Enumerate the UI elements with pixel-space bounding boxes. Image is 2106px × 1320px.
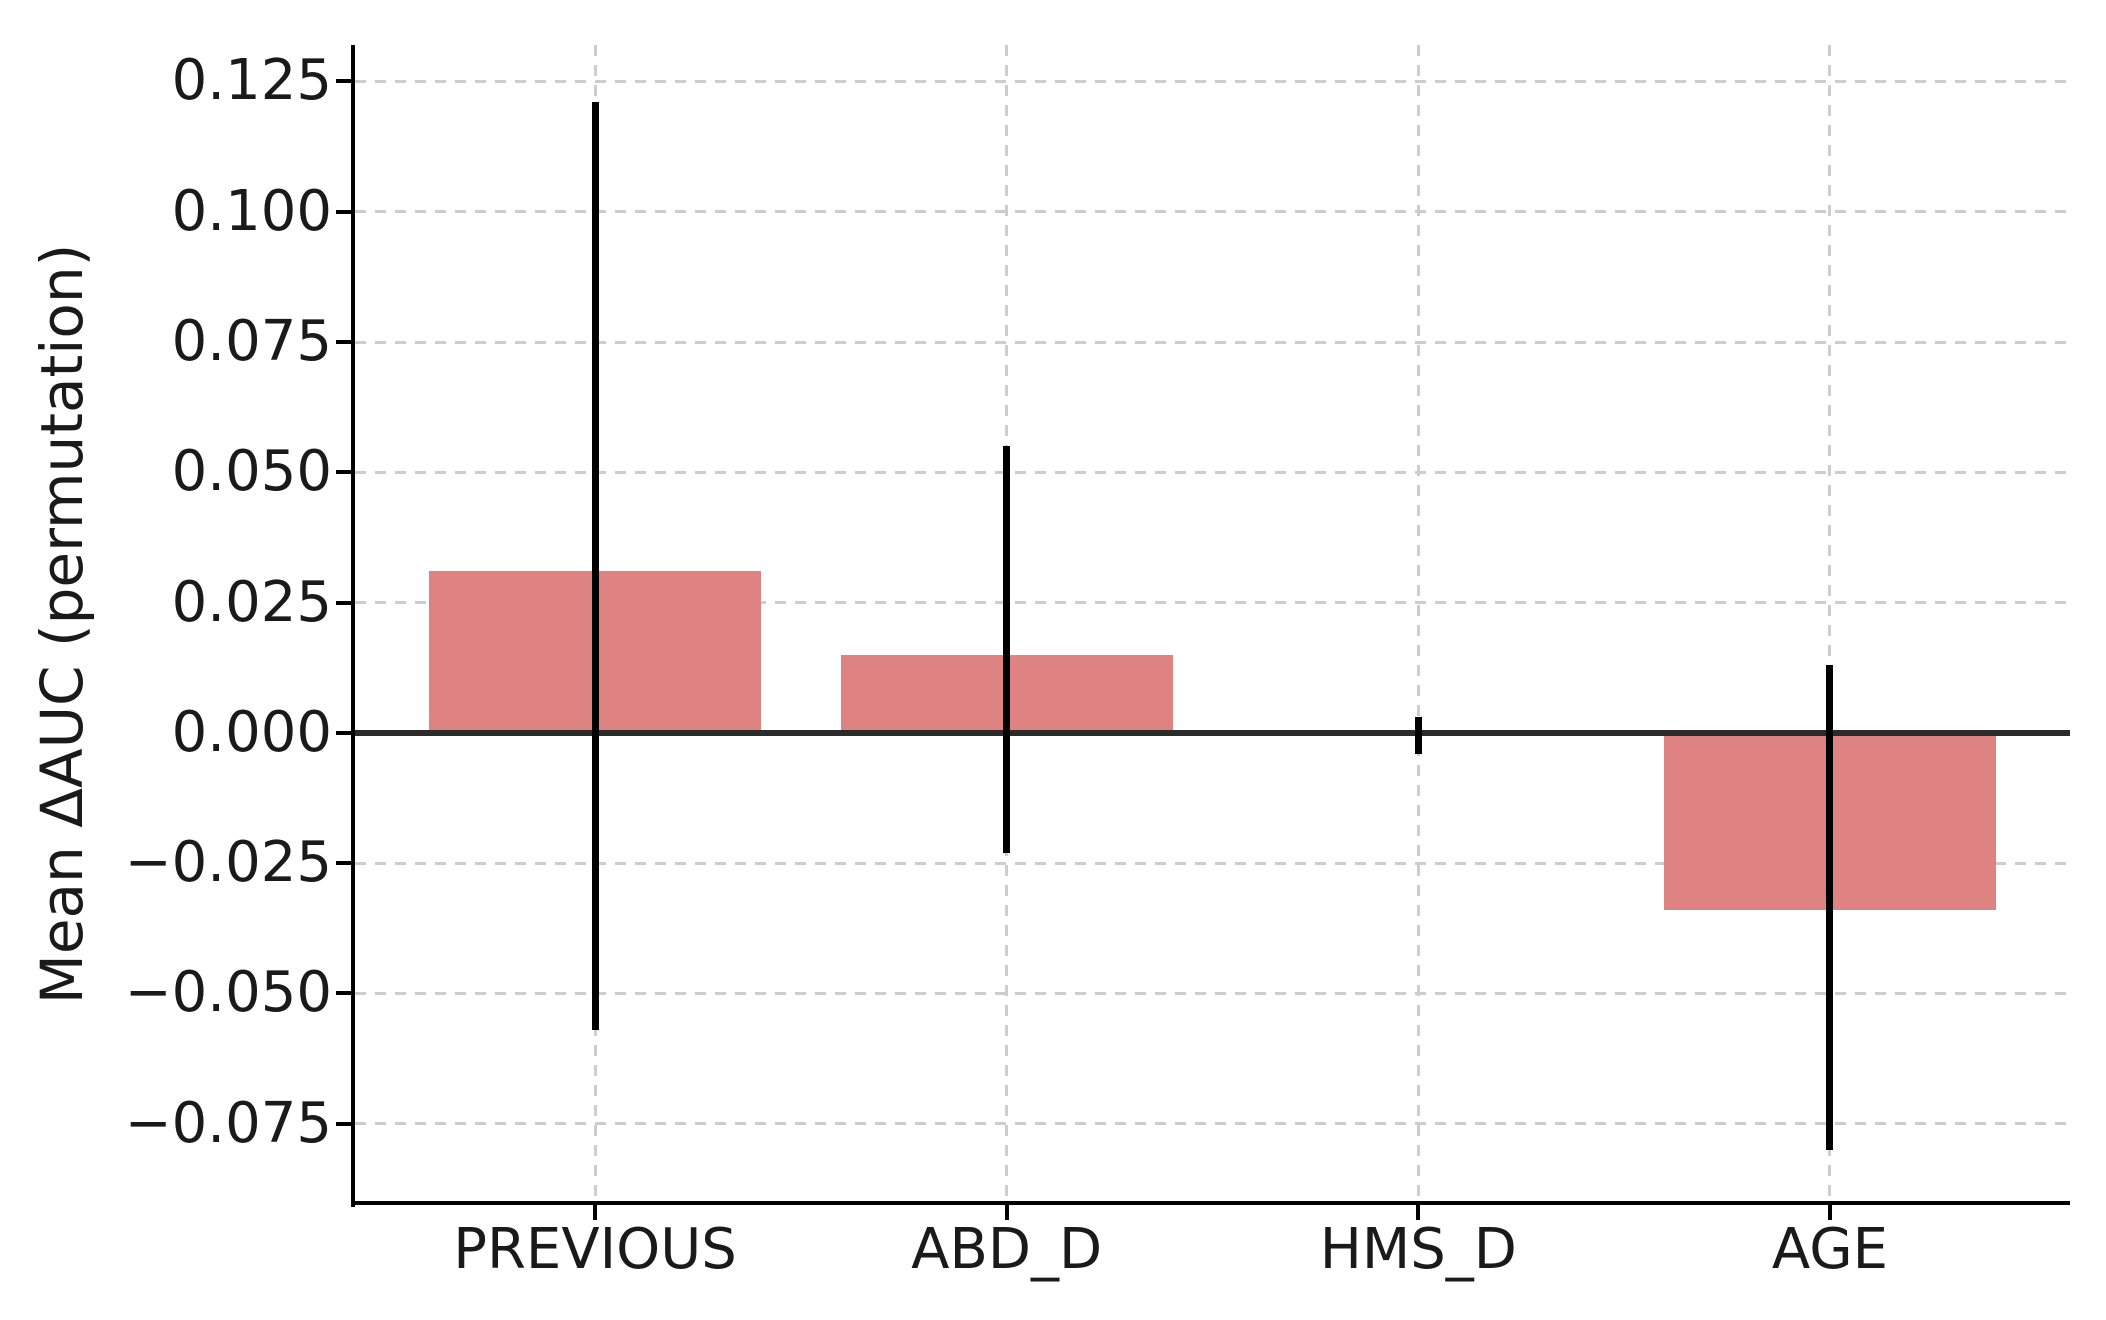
x-tick-mark-abd_d: [1004, 1205, 1009, 1220]
x-tick-label-age: AGE: [1771, 1217, 1889, 1282]
error-bar-age: [1826, 665, 1834, 1150]
y-axis-spine: [351, 45, 355, 1207]
y-tick-label-−0.025: −0.025: [124, 830, 332, 896]
h-gridline-0.125: [355, 79, 2070, 83]
v-gridline-hms_d: [1416, 45, 1420, 1203]
y-tick-mark-0.000: [336, 730, 351, 735]
x-tick-mark-age: [1827, 1205, 1832, 1220]
y-tick-mark-−0.075: [336, 1121, 351, 1126]
h-gridline-0.050: [355, 470, 2070, 474]
y-tick-label-0.075: 0.075: [171, 309, 332, 375]
y-tick-label-0.050: 0.050: [171, 439, 332, 505]
x-tick-label-abd_d: ABD_D: [911, 1217, 1103, 1282]
error-bar-abd_d: [1003, 446, 1011, 853]
y-tick-label-−0.075: −0.075: [124, 1090, 332, 1156]
x-tick-mark-previous: [593, 1205, 597, 1220]
error-bar-previous: [591, 102, 599, 1030]
v-gridline-age: [1828, 45, 1832, 1203]
x-tick-label-previous: PREVIOUS: [453, 1217, 737, 1282]
h-gridline-0.025: [355, 601, 2070, 605]
y-tick-mark-0.100: [336, 209, 351, 214]
y-tick-label-0.000: 0.000: [171, 699, 332, 765]
y-tick-mark-−0.050: [336, 991, 351, 996]
y-tick-label-0.125: 0.125: [171, 48, 332, 114]
h-gridline-−0.075: [355, 1122, 2070, 1126]
x-tick-label-hms_d: HMS_D: [1319, 1217, 1517, 1282]
error-bar-hms_d: [1414, 717, 1422, 754]
x-axis-spine: [351, 1201, 2070, 1205]
y-tick-mark-0.075: [336, 340, 351, 345]
y-tick-label-0.100: 0.100: [171, 178, 332, 244]
x-tick-mark-hms_d: [1416, 1205, 1421, 1220]
h-gridline-−0.050: [355, 991, 2070, 995]
plot-area: [355, 45, 2070, 1203]
y-tick-mark-0.025: [336, 600, 351, 605]
y-tick-mark-0.125: [336, 79, 351, 84]
y-tick-mark-0.050: [336, 470, 351, 475]
y-tick-label-0.025: 0.025: [171, 569, 332, 635]
h-gridline-−0.025: [355, 861, 2070, 865]
h-gridline-0.100: [355, 210, 2070, 214]
h-gridline-0.075: [355, 340, 2070, 344]
y-tick-label-−0.050: −0.050: [124, 960, 332, 1026]
zero-line: [355, 729, 2070, 736]
y-tick-mark-−0.025: [336, 861, 351, 866]
